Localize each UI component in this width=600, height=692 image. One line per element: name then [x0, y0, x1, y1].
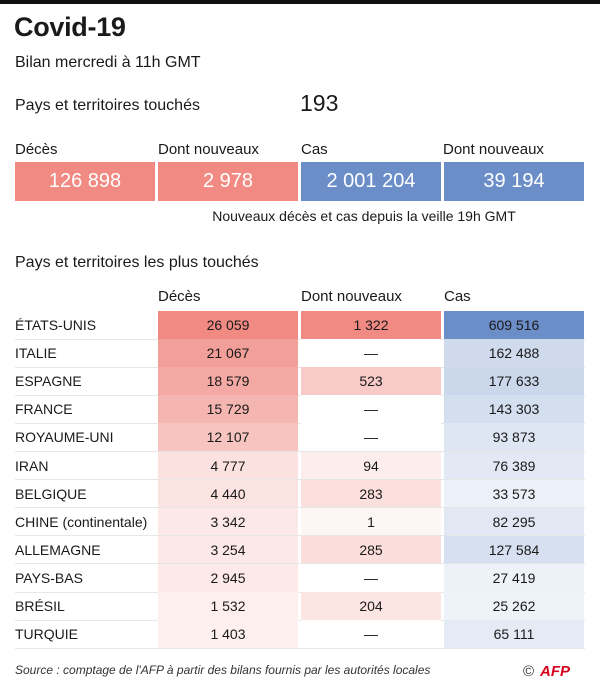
cases-cell: 76 389: [444, 451, 584, 480]
new-deaths-cell: —: [301, 423, 441, 452]
cases-cell: 127 584: [444, 535, 584, 564]
row-divider: [15, 647, 585, 649]
row-country-label: BRÉSIL: [15, 598, 65, 614]
row-country-label: CHINE (continentale): [15, 513, 148, 530]
deaths-cell: 2 945: [158, 563, 298, 592]
new-deaths-cell: 204: [301, 592, 441, 620]
row-country-label: ÉTATS-UNIS: [15, 317, 97, 333]
summary-header-new-cases: Dont nouveaux: [443, 141, 544, 158]
new-deaths-cell: 283: [301, 479, 441, 508]
row-divider: [15, 591, 585, 593]
summary-header-new-deaths: Dont nouveaux: [158, 141, 259, 158]
cases-cell: 609 516: [444, 311, 584, 339]
row-country-label: IRAN: [15, 457, 49, 474]
column-header-new-deaths: Dont nouveaux: [301, 288, 402, 305]
copyright-symbol: ©: [523, 663, 534, 680]
source-note: Source : comptage de l'AFP à partir des …: [15, 663, 431, 677]
page-subtitle: Bilan mercredi à 11h GMT: [15, 54, 201, 71]
row-country-label: TURQUIE: [15, 626, 78, 643]
cases-cell: 143 303: [444, 395, 584, 424]
summary-new-deaths-box: 2 978: [158, 162, 298, 201]
new-deaths-cell: —: [301, 620, 441, 649]
new-deaths-cell: 94: [301, 451, 441, 480]
afp-logo: © AFP: [523, 663, 571, 680]
new-deaths-cell: 1 322: [301, 311, 441, 339]
cases-cell: 27 419: [444, 563, 584, 592]
new-deaths-cell: 285: [301, 535, 441, 564]
deaths-cell: 1 532: [158, 592, 298, 620]
row-country-label: ITALIE: [15, 345, 57, 362]
new-deaths-cell: 523: [301, 367, 441, 396]
summary-new-cases-box: 39 194: [444, 162, 584, 201]
cases-cell: 33 573: [444, 479, 584, 508]
deaths-cell: 3 254: [158, 535, 298, 564]
row-divider: [15, 535, 585, 537]
summary-header-cases: Cas: [301, 141, 328, 158]
deaths-cell: 15 729: [158, 395, 298, 424]
new-deaths-cell: —: [301, 339, 441, 368]
cases-cell: 25 262: [444, 592, 584, 620]
deaths-cell: 26 059: [158, 311, 298, 339]
row-divider: [15, 619, 585, 621]
deaths-cell: 21 067: [158, 339, 298, 368]
countries-touched-value: 193: [300, 90, 339, 116]
row-country-label: PAYS-BAS: [15, 569, 83, 586]
cases-cell: 93 873: [444, 423, 584, 452]
summary-cases-box: 2 001 204: [301, 162, 441, 201]
row-divider: [15, 451, 585, 452]
summary-deaths-box: 126 898: [15, 162, 155, 201]
summary-note: Nouveaux décès et cas depuis la veille 1…: [212, 208, 516, 224]
deaths-cell: 3 342: [158, 507, 298, 536]
row-country-label: ESPAGNE: [15, 373, 82, 390]
deaths-cell: 18 579: [158, 367, 298, 396]
new-deaths-cell: —: [301, 563, 441, 592]
column-header-cases: Cas: [444, 288, 471, 305]
row-country-label: FRANCE: [15, 401, 73, 418]
afp-logo-text: AFP: [539, 663, 571, 680]
row-divider: [15, 394, 585, 396]
row-divider: [15, 507, 585, 509]
new-deaths-cell: 1: [301, 507, 441, 536]
row-country-label: ROYAUME-UNI: [15, 429, 114, 446]
deaths-cell: 12 107: [158, 423, 298, 452]
row-divider: [15, 563, 585, 565]
row-divider: [15, 366, 585, 368]
page-title: Covid-19: [14, 12, 126, 42]
row-country-label: ALLEMAGNE: [15, 541, 101, 558]
deaths-cell: 4 777: [158, 451, 298, 480]
row-country-label: BELGIQUE: [15, 485, 87, 502]
column-header-deaths: Décès: [158, 288, 201, 305]
countries-touched-label: Pays et territoires touchés: [15, 97, 200, 114]
top-rule: [0, 0, 600, 4]
cases-cell: 82 295: [444, 507, 584, 536]
cases-cell: 177 633: [444, 367, 584, 396]
row-divider: [15, 338, 585, 340]
new-deaths-cell: —: [301, 395, 441, 424]
deaths-cell: 4 440: [158, 479, 298, 508]
row-divider: [15, 422, 585, 424]
cases-cell: 162 488: [444, 339, 584, 368]
summary-header-deaths: Décès: [15, 141, 58, 158]
cases-cell: 65 111: [444, 620, 584, 649]
deaths-cell: 1 403: [158, 620, 298, 649]
table-title: Pays et territoires les plus touchés: [15, 254, 259, 271]
row-divider: [15, 479, 585, 481]
